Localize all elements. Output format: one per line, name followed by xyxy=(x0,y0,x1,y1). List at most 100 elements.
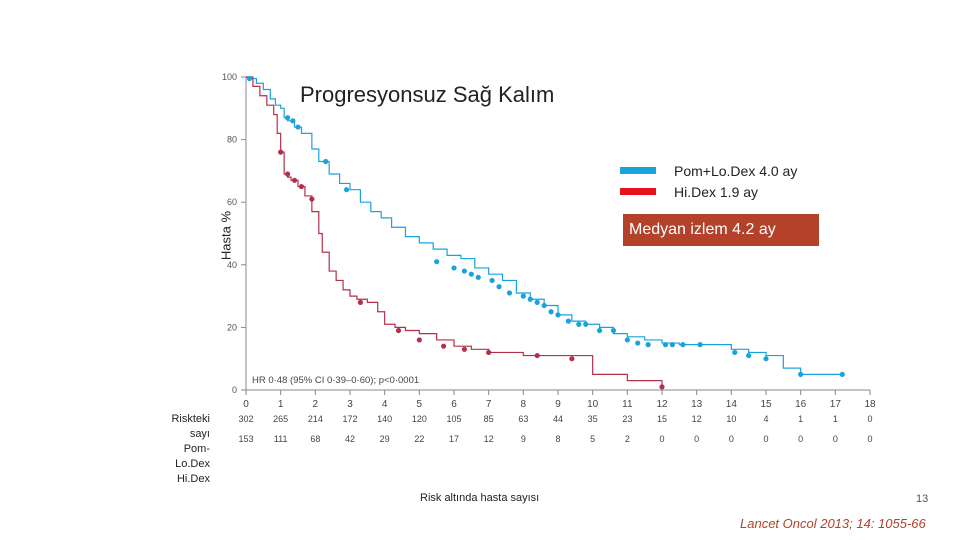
risk-cell: 0 xyxy=(798,434,803,444)
legend-swatch-hidex xyxy=(620,188,656,195)
y-tick-label: 20 xyxy=(227,322,237,332)
censor-mark xyxy=(662,342,669,348)
x-tick-label: 18 xyxy=(864,399,876,410)
risk-cell: 42 xyxy=(345,434,355,444)
x-tick-label: 4 xyxy=(382,399,388,410)
risk-cell: 63 xyxy=(518,414,528,424)
risk-cell: 214 xyxy=(308,414,323,424)
risk-cell: 12 xyxy=(484,434,494,444)
censor-mark xyxy=(357,299,363,305)
risk-cell: 85 xyxy=(484,414,494,424)
censor-mark xyxy=(597,327,603,334)
censor-mark xyxy=(610,327,617,334)
censor-mark xyxy=(461,268,467,274)
risk-row-labels: Riskteki sayı Pom-Lo.Dex Hi.Dex xyxy=(150,412,210,487)
x-tick-label: 5 xyxy=(417,399,423,410)
censor-mark xyxy=(489,277,495,284)
censor-mark xyxy=(576,321,582,327)
risk-cell: 44 xyxy=(553,414,563,424)
censor-mark xyxy=(291,177,298,183)
risk-cell: 265 xyxy=(273,414,288,424)
censor-mark xyxy=(534,352,540,359)
chart-legend: Pom+Lo.Dex 4.0 ay Hi.Dex 1.9 ay xyxy=(620,160,797,202)
x-tick-label: 15 xyxy=(760,399,772,410)
censor-mark xyxy=(534,299,540,305)
risk-cell: 302 xyxy=(238,414,253,424)
risk-cell: 0 xyxy=(867,434,872,444)
legend-item-pom: Pom+Lo.Dex 4.0 ay xyxy=(620,160,797,181)
risk-cell: 140 xyxy=(377,414,392,424)
risk-cell: 22 xyxy=(414,434,424,444)
slide-title: Progresyonsuz Sağ Kalım xyxy=(300,82,555,107)
risk-cell: 0 xyxy=(694,434,699,444)
censor-mark xyxy=(565,318,572,324)
risk-cell: 23 xyxy=(622,414,632,424)
x-tick-label: 14 xyxy=(726,399,738,410)
censor-mark xyxy=(569,356,575,362)
risk-table: 302 265 214 172 140 120 105 85 63 44 35 23 15 12 10 4 1 1… xyxy=(238,414,872,444)
risk-cell: 29 xyxy=(380,434,390,444)
censor-mark xyxy=(285,171,291,177)
legend-swatch-pom xyxy=(620,167,656,174)
risk-cell: 1 xyxy=(798,414,803,424)
censor-mark xyxy=(298,183,305,190)
series-line-1 xyxy=(246,76,663,387)
risk-header-label: Riskteki sayı xyxy=(171,413,210,440)
legend-label-hidex: Hi.Dex 1.9 ay xyxy=(674,183,759,200)
citation: Lancet Oncol 2013; 14: 1055-66 xyxy=(740,516,926,531)
censor-mark xyxy=(506,290,513,296)
censor-mark xyxy=(278,149,284,155)
x-tick-label: 8 xyxy=(521,399,527,410)
censor-mark xyxy=(290,118,296,124)
censor-mark xyxy=(839,371,845,377)
censor-mark xyxy=(798,371,804,377)
censor-mark xyxy=(451,265,457,271)
censor-mark xyxy=(309,196,315,202)
risk-cell: 12 xyxy=(692,414,702,424)
risk-cell: 172 xyxy=(342,414,357,424)
median-followup-box: Medyan izlem 4.2 ay xyxy=(623,214,819,246)
risk-cell: 0 xyxy=(833,434,838,444)
y-axis-label: Hasta % xyxy=(218,210,234,261)
censor-mark xyxy=(496,284,502,290)
censor-mark xyxy=(520,293,526,299)
risk-cell: 0 xyxy=(729,434,734,444)
censor-mark xyxy=(645,342,651,348)
censor-mark xyxy=(624,337,630,343)
censor-mark xyxy=(746,352,752,359)
x-tick-label: 7 xyxy=(486,399,492,410)
y-tick-label: 60 xyxy=(227,197,237,207)
censor-mark xyxy=(441,343,447,349)
censor-mark xyxy=(246,75,253,82)
legend-label-pom: Pom+Lo.Dex 4.0 ay xyxy=(674,162,798,179)
risk-cell: 17 xyxy=(449,434,459,444)
censor-mark xyxy=(527,296,533,302)
censor-mark xyxy=(343,187,350,193)
page-number: 13 xyxy=(916,493,929,505)
censor-mark xyxy=(635,340,641,346)
risk-cell: 2 xyxy=(625,434,630,444)
censor-mark xyxy=(475,274,481,280)
censor-mark xyxy=(486,349,492,356)
x-tick-label: 0 xyxy=(243,399,249,410)
censor-mark xyxy=(659,384,665,390)
risk-cell: 0 xyxy=(867,414,872,424)
risk-label-hidex: Hi.Dex xyxy=(176,473,210,485)
censor-mark xyxy=(416,337,422,343)
censor-mark xyxy=(697,342,703,348)
risk-cell: 4 xyxy=(763,414,768,424)
x-tick-label: 1 xyxy=(278,399,284,410)
x-tick-label: 13 xyxy=(691,399,703,410)
risk-cell: 35 xyxy=(588,414,598,424)
risk-cell: 0 xyxy=(763,434,768,444)
risk-cell: 9 xyxy=(521,434,526,444)
x-tick-label: 10 xyxy=(587,399,599,410)
risk-cell: 68 xyxy=(310,434,320,444)
risk-cell: 105 xyxy=(446,414,461,424)
risk-cell: 0 xyxy=(659,434,664,444)
x-tick-label: 12 xyxy=(656,399,668,410)
censor-mark xyxy=(395,327,402,334)
risk-cell: 120 xyxy=(412,414,427,424)
x-tick-label: 9 xyxy=(555,399,561,410)
